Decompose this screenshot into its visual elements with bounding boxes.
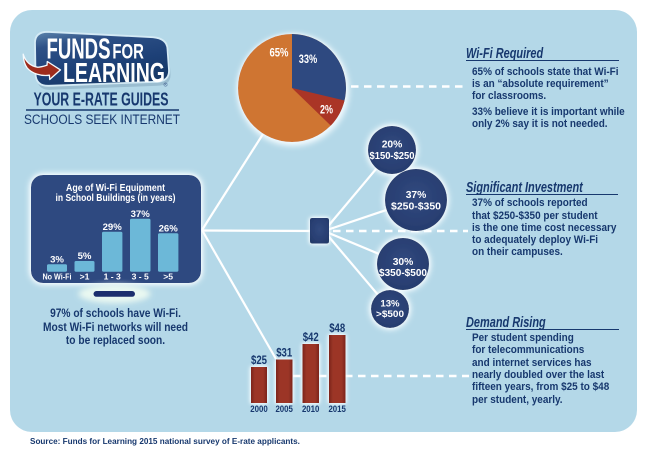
svg-text:in School Buildings (in years): in School Buildings (in years) [56,193,176,204]
svg-text:$250-$350: $250-$350 [391,202,441,213]
svg-text:Age of Wi-Fi Equipment: Age of Wi-Fi Equipment [66,183,166,194]
svg-text:2000: 2000 [250,404,268,414]
svg-text:FUNDS: FUNDS [47,34,111,66]
svg-text:>1: >1 [80,272,90,282]
svg-text:2005: 2005 [275,404,293,414]
svg-text:26%: 26% [159,224,179,235]
svg-text:33%: 33% [299,54,318,66]
svg-text:$150-$250: $150-$250 [370,151,415,162]
svg-text:No Wi-Fi: No Wi-Fi [43,272,72,282]
svg-text:YOUR E-RATE GUIDES: YOUR E-RATE GUIDES [34,89,169,109]
svg-text:13%: 13% [380,299,400,310]
svg-text:2015: 2015 [328,404,346,414]
svg-text:LEARNING: LEARNING [63,57,165,88]
svg-text:30%: 30% [393,257,414,268]
svg-text:$25: $25 [251,353,267,367]
svg-text:$42: $42 [303,330,319,344]
svg-text:®: ® [164,82,168,89]
svg-text:$350-$500: $350-$500 [379,268,427,279]
svg-text:$31: $31 [276,346,292,360]
svg-text:2010: 2010 [302,404,320,414]
svg-text:5%: 5% [78,251,92,262]
svg-text:65%: 65% [270,48,289,60]
svg-text:20%: 20% [382,140,403,151]
svg-text:3 - 5: 3 - 5 [132,272,149,282]
svg-text:$48: $48 [329,321,345,335]
svg-text:SCHOOLS SEEK INTERNET: SCHOOLS SEEK INTERNET [24,112,180,127]
svg-text:1 - 3: 1 - 3 [104,272,121,282]
svg-text:3%: 3% [50,254,64,265]
svg-text:FOR: FOR [112,40,144,64]
svg-text:>5: >5 [163,272,173,282]
svg-text:29%: 29% [103,222,123,233]
svg-text:37%: 37% [131,209,151,220]
svg-text:2%: 2% [320,105,333,117]
svg-text:>$500: >$500 [376,309,404,320]
svg-text:37%: 37% [406,190,427,201]
